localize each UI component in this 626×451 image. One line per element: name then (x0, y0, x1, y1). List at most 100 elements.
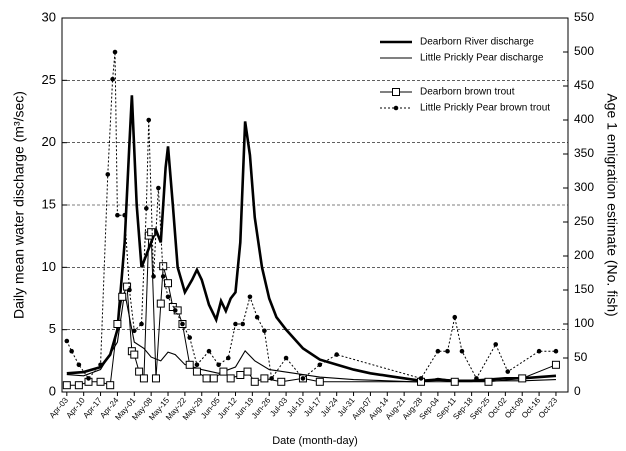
y-tick-label: 30 (42, 9, 56, 24)
marker (69, 348, 74, 354)
legend-label: Dearborn brown trout (420, 87, 515, 98)
y-tick-label: 25 (42, 72, 56, 87)
marker (151, 374, 160, 383)
marker (62, 381, 71, 390)
y2-tick-label: 350 (574, 146, 594, 160)
marker (159, 262, 168, 271)
marker (219, 367, 228, 376)
y-axis-title: Daily mean water discharge (m³/sec) (11, 91, 27, 319)
marker (484, 377, 493, 386)
marker (113, 320, 122, 328)
legend-label: Little Prickly Pear brown trout (420, 103, 550, 114)
marker (459, 348, 465, 354)
marker (250, 377, 259, 386)
legend-marker (392, 88, 400, 96)
y2-tick-label: 500 (574, 44, 594, 58)
x-tick-label: Jul-10 (285, 395, 306, 418)
marker (300, 376, 306, 381)
marker (110, 76, 115, 82)
marker (146, 117, 152, 123)
marker (194, 362, 200, 368)
marker (192, 367, 201, 376)
marker (474, 376, 479, 381)
x-axis-title: Date (month-day) (272, 435, 358, 447)
x-tick-label: Oct-23 (537, 395, 560, 420)
marker (147, 228, 156, 237)
marker (518, 374, 527, 383)
marker (536, 348, 542, 354)
marker (64, 338, 70, 344)
marker (165, 294, 171, 300)
marker (216, 362, 221, 368)
marker (254, 314, 260, 320)
marker (240, 321, 246, 327)
y2-tick-label: 300 (574, 180, 594, 194)
y2-tick-label: 450 (574, 78, 594, 92)
marker (139, 374, 148, 383)
marker (98, 362, 103, 368)
marker (315, 377, 324, 386)
marker (493, 342, 499, 347)
marker (269, 376, 274, 381)
y-tick-label: 5 (49, 321, 56, 336)
marker (262, 328, 267, 334)
series-line (66, 292, 556, 383)
y2-tick-label: 550 (574, 10, 594, 24)
x-tick-label: Jul-17 (302, 395, 323, 418)
marker (130, 350, 139, 359)
y-tick-label: 10 (42, 259, 56, 274)
legend-label: Little Prickly Pear discharge (420, 53, 544, 64)
marker (209, 374, 218, 383)
marker (74, 381, 83, 390)
marker (96, 377, 105, 386)
marker (185, 360, 194, 369)
series-line (66, 51, 556, 380)
y-tick-label: 15 (42, 196, 56, 211)
series-line (66, 95, 557, 383)
y2-tick-label: 50 (574, 350, 588, 364)
marker (160, 274, 166, 279)
marker (187, 335, 193, 340)
marker (139, 321, 144, 327)
marker (445, 348, 450, 354)
legend-marker (393, 105, 399, 111)
marker (243, 367, 252, 376)
marker (131, 328, 137, 334)
marker (236, 371, 245, 379)
y2-tick-label: 0 (574, 384, 581, 398)
marker (277, 377, 286, 386)
marker (86, 376, 91, 381)
marker (151, 274, 156, 279)
marker (247, 294, 253, 300)
x-tick-label: Jul-03 (268, 395, 289, 418)
marker (553, 348, 559, 354)
marker (106, 381, 115, 390)
marker (127, 287, 132, 293)
marker (450, 377, 459, 386)
marker (505, 369, 511, 374)
marker (164, 279, 173, 288)
marker (105, 172, 111, 177)
y2-tick-label: 250 (574, 214, 594, 228)
marker (418, 376, 424, 381)
marker (283, 355, 289, 361)
y2-tick-label: 150 (574, 282, 594, 296)
marker (123, 282, 132, 291)
marker (206, 348, 212, 354)
marker (334, 352, 339, 357)
y2-tick-label: 100 (574, 316, 594, 330)
marker (135, 367, 144, 376)
legend-label: Dearborn River discharge (420, 37, 534, 48)
marker (226, 374, 235, 383)
marker (122, 212, 127, 218)
y-tick-label: 0 (49, 383, 56, 398)
marker (260, 374, 269, 383)
marker (115, 212, 120, 218)
marker (233, 321, 238, 327)
marker (144, 206, 149, 211)
y-tick-label: 20 (42, 134, 56, 149)
y2-tick-label: 400 (574, 112, 594, 126)
y2-axis-title: Age 1 emigration estimate (No. fish) (604, 93, 620, 316)
marker (551, 360, 560, 369)
